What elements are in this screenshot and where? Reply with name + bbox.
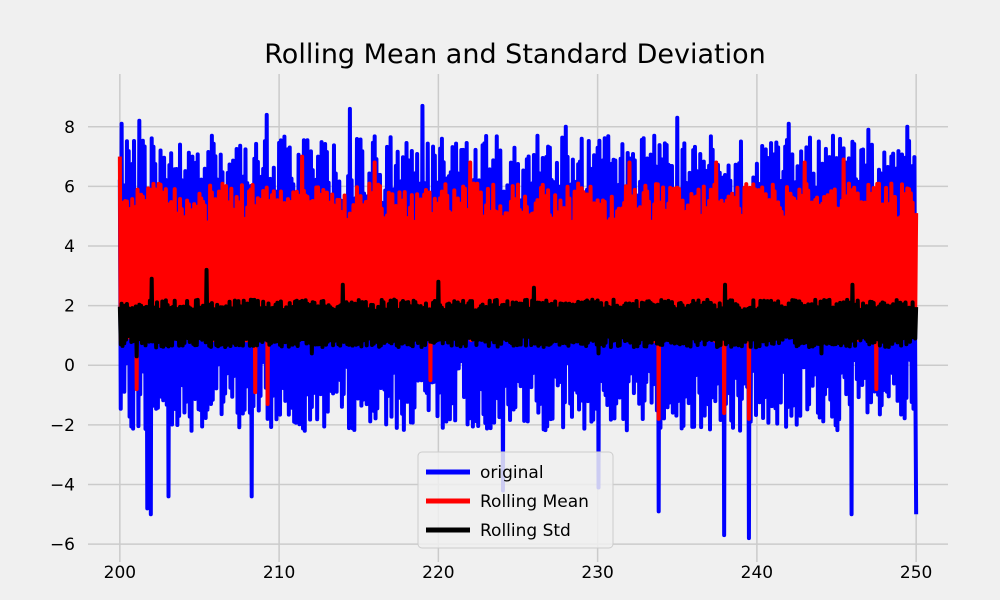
y-tick-label: 0 [64,356,75,376]
legend: original Rolling Mean Rolling Std [417,451,614,549]
x-tick-label: 240 [741,563,773,583]
series-line-rolling-std [117,267,919,359]
legend-box [417,451,614,549]
y-tick-label: 8 [64,118,75,138]
x-tick-label: 210 [263,563,295,583]
legend-label-rolling-std: Rolling Std [480,521,571,541]
legend-label-rolling-mean: Rolling Mean [480,492,589,512]
series-line-rolling-mean [117,154,919,421]
x-tick-label: 200 [104,563,136,583]
legend-label-original: original [480,463,544,483]
x-tick-label: 220 [422,563,454,583]
y-tick-label: 4 [64,237,75,257]
y-tick-label: 2 [64,297,75,317]
x-tick-label: 250 [900,563,932,583]
y-tick-label: −4 [50,475,75,495]
chart-title: Rolling Mean and Standard Deviation [264,39,766,70]
y-tick-label: −2 [50,416,75,436]
y-tick-label: −6 [50,535,75,555]
series-layer [117,103,919,541]
x-tick-label: 230 [581,563,613,583]
tick-labels: −6 −4 −2 0 2 4 6 8 200 210 220 230 240 250 [50,118,932,583]
y-tick-label: 6 [64,177,75,197]
